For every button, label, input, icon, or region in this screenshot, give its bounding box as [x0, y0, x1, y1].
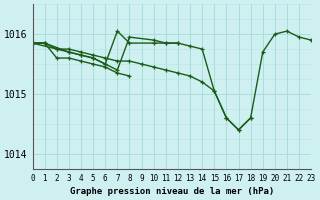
X-axis label: Graphe pression niveau de la mer (hPa): Graphe pression niveau de la mer (hPa) — [70, 187, 274, 196]
